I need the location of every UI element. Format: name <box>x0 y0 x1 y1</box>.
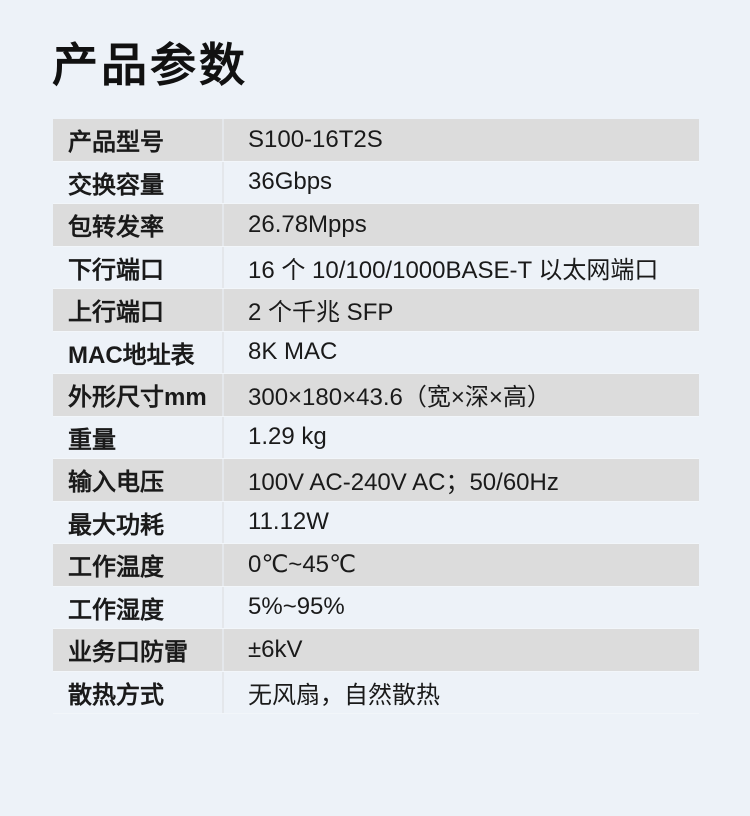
spec-value: 26.78Mpps <box>224 204 699 246</box>
page-title: 产品参数 <box>52 39 248 91</box>
spec-value: ±6kV <box>224 629 699 671</box>
spec-label: 业务口防雷 <box>53 629 222 671</box>
column-divider <box>222 161 224 203</box>
spec-value: 无风扇，自然散热 <box>248 681 440 709</box>
table-row: 产品型号 S100-16T2S <box>53 119 699 162</box>
spec-label: 上行端口 <box>53 289 222 331</box>
table-row: 下行端口 16 个 10/100/1000BASE-T 以太网端口 <box>53 246 699 289</box>
spec-label: 下行端口 <box>68 256 164 284</box>
spec-label: 重量 <box>68 426 116 454</box>
table-row: MAC地址表 8K MAC <box>53 331 699 374</box>
spec-label: 工作温度 <box>53 544 222 586</box>
spec-value: 100V AC-240V AC；50/60Hz <box>224 459 699 501</box>
column-divider <box>222 374 224 416</box>
column-divider <box>222 246 224 288</box>
column-divider <box>222 586 224 628</box>
table-row: 散热方式 无风扇，自然散热 <box>53 671 699 714</box>
spec-table: 产品型号 S100-16T2S 交换容量 36Gbps 包转发率 26.78Mp… <box>53 119 699 714</box>
spec-label: 交换容量 <box>68 171 164 199</box>
table-row: 包转发率 26.78Mpps <box>53 204 699 247</box>
column-divider <box>222 501 224 543</box>
spec-label: 工作湿度 <box>68 596 164 624</box>
spec-label: 产品型号 <box>53 119 222 161</box>
table-row: 工作湿度 5%~95% <box>53 586 699 629</box>
column-divider <box>222 289 224 331</box>
spec-value: 36Gbps <box>248 168 333 196</box>
spec-label: 输入电压 <box>53 459 222 501</box>
column-divider <box>222 671 224 713</box>
spec-label: 外形尺寸mm <box>53 374 222 416</box>
spec-value: 2 个千兆 SFP <box>224 289 699 331</box>
spec-value: 1.29 kg <box>248 423 327 451</box>
table-row: 业务口防雷 ±6kV <box>53 629 699 672</box>
table-row: 最大功耗 11.12W <box>53 501 699 544</box>
table-row: 上行端口 2 个千兆 SFP <box>53 289 699 332</box>
table-row: 重量 1.29 kg <box>53 416 699 459</box>
column-divider <box>222 119 224 161</box>
column-divider <box>222 629 224 671</box>
column-divider <box>222 331 224 373</box>
table-row: 输入电压 100V AC-240V AC；50/60Hz <box>53 459 699 502</box>
column-divider <box>222 459 224 501</box>
column-divider <box>222 544 224 586</box>
spec-value: 300×180×43.6（宽×深×高） <box>224 374 699 416</box>
spec-value: 11.12W <box>248 508 329 536</box>
spec-value: 16 个 10/100/1000BASE-T 以太网端口 <box>248 256 659 284</box>
spec-value: 8K MAC <box>248 338 338 366</box>
spec-value: 0℃~45℃ <box>224 544 699 586</box>
spec-value: 5%~95% <box>248 593 345 621</box>
spec-label: 包转发率 <box>53 204 222 246</box>
spec-label: 最大功耗 <box>68 511 164 539</box>
table-row: 外形尺寸mm 300×180×43.6（宽×深×高） <box>53 374 699 417</box>
column-divider <box>222 416 224 458</box>
table-row: 工作温度 0℃~45℃ <box>53 544 699 587</box>
column-divider <box>222 204 224 246</box>
spec-label: 散热方式 <box>68 681 164 709</box>
spec-label: MAC地址表 <box>68 341 195 369</box>
spec-value: S100-16T2S <box>224 119 699 161</box>
table-row: 交换容量 36Gbps <box>53 161 699 204</box>
